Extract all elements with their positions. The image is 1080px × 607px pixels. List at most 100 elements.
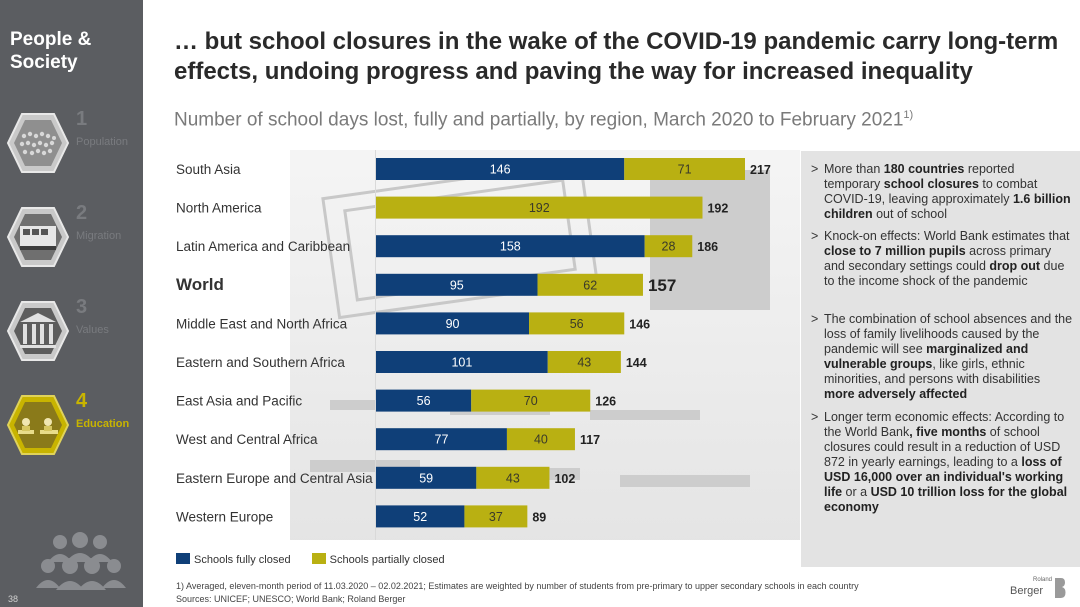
legend-item-fully-closed: Schools fully closed <box>176 553 291 566</box>
legend-item-partially-closed: Schools partially closed <box>311 553 445 566</box>
bar-partially-closed-east-asia-and-pacific <box>471 389 591 412</box>
bar-partially-closed-north-america <box>376 196 703 219</box>
bar-fully-closed-middle-east-and-north-africa <box>376 312 530 335</box>
total-label-latin-america-and-caribbean: 186 <box>697 240 718 254</box>
sidebar-item-label: Migration <box>76 230 122 242</box>
category-label-east-asia-and-pacific: East Asia and Pacific <box>176 394 302 409</box>
bullet-marker-icon: > <box>811 162 819 176</box>
data-label-fully-closed-south-asia: 146 <box>490 163 511 177</box>
bar-fully-closed-western-europe <box>376 505 465 528</box>
total-label-middle-east-and-north-africa: 146 <box>629 317 650 331</box>
legend-label: Schools partially closed <box>329 554 445 566</box>
legend-swatch-icon <box>176 553 190 564</box>
bullet-text: The combination of school absences and t… <box>824 312 1073 401</box>
bullet-text: Longer term economic effects: According … <box>824 410 1068 514</box>
data-label-partially-closed-world: 62 <box>583 278 597 292</box>
logo-small-text: Roland <box>1032 577 1052 583</box>
sidebar-item-education[interactable]: 4 Education <box>0 388 143 468</box>
subtitle-footnote-marker: 1) <box>903 109 914 121</box>
bar-fully-closed-eastern-and-southern-africa <box>376 351 548 373</box>
sidebar-item-number: 1 <box>76 108 88 130</box>
data-label-partially-closed-eastern-europe-and-central-asia: 43 <box>506 471 520 485</box>
category-label-middle-east-and-north-africa: Middle East and North Africa <box>176 316 348 331</box>
sidebar-item-values[interactable]: 3 Values <box>0 294 143 374</box>
data-label-fully-closed-west-and-central-africa: 77 <box>435 433 449 447</box>
sidebar-item-population[interactable]: 1 Population <box>0 106 143 186</box>
sidebar-item-number: 4 <box>76 390 88 412</box>
category-label-south-asia: South Asia <box>176 162 241 177</box>
data-label-partially-closed-middle-east-and-north-africa: 56 <box>570 317 584 331</box>
sidebar-item-label: Values <box>76 324 109 336</box>
data-label-fully-closed-western-europe: 52 <box>413 510 427 524</box>
category-label-west-and-central-africa: West and Central Africa <box>176 432 318 447</box>
chart-subtitle: Number of school days lost, fully and pa… <box>174 109 913 131</box>
legend-swatch-icon <box>311 553 326 564</box>
bar-partially-closed-world <box>537 273 643 296</box>
data-label-fully-closed-east-asia-and-pacific: 56 <box>417 394 431 408</box>
bar-partially-closed-west-and-central-africa <box>506 428 575 451</box>
bar-fully-closed-west-and-central-africa <box>376 428 507 451</box>
sidebar-title: People & Society <box>10 29 92 73</box>
roland-berger-logo: Roland Berger <box>1008 575 1070 603</box>
data-label-partially-closed-latin-america-and-caribbean: 28 <box>662 240 676 254</box>
data-label-fully-closed-eastern-and-southern-africa: 101 <box>451 356 472 370</box>
chart-legend: Schools fully closed Schools partially c… <box>176 553 463 566</box>
category-label-western-europe: Western Europe <box>176 509 273 524</box>
bar-partially-closed-middle-east-and-north-africa <box>529 312 625 335</box>
total-label-north-america: 192 <box>707 202 728 216</box>
bar-partially-closed-western-europe <box>464 505 528 528</box>
bar-fully-closed-latin-america-and-caribbean <box>376 235 645 258</box>
total-label-world: 157 <box>648 276 676 295</box>
total-label-west-and-central-africa: 117 <box>580 433 600 447</box>
subtitle-text: Number of school days lost, fully and pa… <box>174 109 904 131</box>
total-label-eastern-europe-and-central-asia: 102 <box>554 472 575 486</box>
category-label-eastern-europe-and-central-asia: Eastern Europe and Central Asia <box>176 471 373 486</box>
bar-fully-closed-world <box>376 273 538 296</box>
bullet-text: Knock-on effects: World Bank estimates t… <box>824 229 1070 288</box>
bullet-economic-effects: > Longer term economic effects: According… <box>811 410 1073 515</box>
footnote-text: 1) Averaged, eleven-month period of 11.0… <box>176 581 859 591</box>
bar-partially-closed-eastern-and-southern-africa <box>547 351 621 373</box>
bullet-marker-icon: > <box>811 229 819 243</box>
bullet-knock-on-effects: > Knock-on effects: World Bank estimates … <box>811 229 1073 289</box>
columns-icon <box>6 301 70 361</box>
data-label-fully-closed-latin-america-and-caribbean: 158 <box>500 240 521 254</box>
bullet-school-closures: > More than 180 countries reported tempor… <box>811 162 1073 222</box>
logo-mark-icon <box>1055 578 1066 598</box>
school-days-lost-chart: South Asia 146 71 217 North America 192 192 Lat… <box>176 150 771 540</box>
people-group-icon <box>36 532 126 590</box>
data-label-partially-closed-eastern-and-southern-africa: 43 <box>577 356 591 370</box>
logo-main-text: Berger <box>1010 585 1044 597</box>
bullet-marker-icon: > <box>811 312 819 326</box>
crowd-icon <box>6 113 70 173</box>
bullet-text: More than 180 countries reported tempora… <box>824 162 1071 221</box>
category-label-latin-america-and-caribbean: Latin America and Caribbean <box>176 239 350 254</box>
data-label-partially-closed-western-europe: 37 <box>489 510 503 524</box>
key-facts-panel: > More than 180 countries reported tempor… <box>801 151 1080 567</box>
footnote: 1) Averaged, eleven-month period of 11.0… <box>176 580 859 606</box>
classroom-icon <box>6 395 70 455</box>
total-label-south-asia: 217 <box>750 163 771 177</box>
bar-fully-closed-south-asia <box>376 158 625 180</box>
category-label-north-america: North America <box>176 201 262 216</box>
data-label-fully-closed-middle-east-and-north-africa: 90 <box>446 317 460 331</box>
bar-partially-closed-eastern-europe-and-central-asia <box>476 466 550 489</box>
bullet-marker-icon: > <box>811 410 819 424</box>
sidebar: People & Society 1 Population 2 Migratio… <box>0 0 143 607</box>
page-number: 38 <box>8 594 19 604</box>
total-label-western-europe: 89 <box>532 510 546 524</box>
data-label-fully-closed-world: 95 <box>450 278 464 292</box>
bar-partially-closed-south-asia <box>624 158 745 180</box>
data-label-partially-closed-south-asia: 71 <box>678 163 692 177</box>
bullet-vulnerable-groups: > The combination of school absences and … <box>811 312 1073 402</box>
sidebar-item-number: 2 <box>76 202 88 224</box>
total-label-east-asia-and-pacific: 126 <box>595 395 616 409</box>
category-label-world: World <box>176 275 224 294</box>
sidebar-item-label: Education <box>76 418 130 430</box>
chart-rows: South Asia 146 71 217 North America 192 192 Lat… <box>176 158 771 528</box>
sidebar-item-migration[interactable]: 2 Migration <box>0 200 143 280</box>
legend-label: Schools fully closed <box>194 554 291 566</box>
data-label-partially-closed-west-and-central-africa: 40 <box>534 433 548 447</box>
total-label-eastern-and-southern-africa: 144 <box>626 356 647 370</box>
data-label-partially-closed-north-america: 192 <box>529 201 550 215</box>
